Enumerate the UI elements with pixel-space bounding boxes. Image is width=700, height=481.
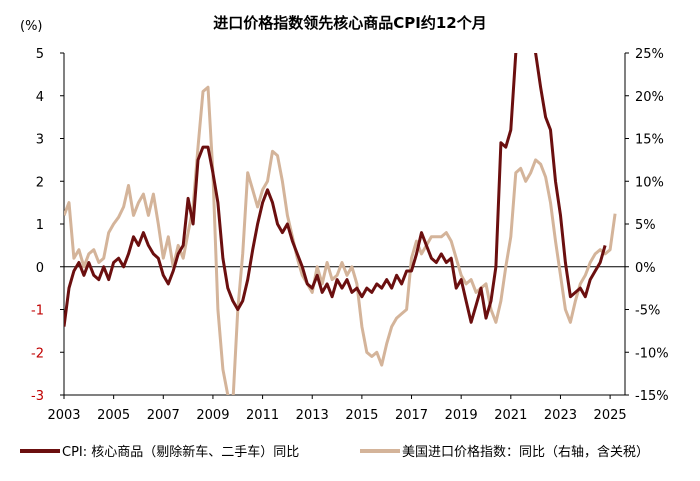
x-tick-label: 2015 <box>345 408 378 423</box>
x-tick-label: 2025 <box>594 408 627 423</box>
chart-title: 进口价格指数领先核心商品CPI约12个月 <box>213 14 486 32</box>
x-tick-label: 2017 <box>395 408 428 423</box>
y-right-tick-label: -5% <box>635 304 660 319</box>
x-tick-label: 2023 <box>544 408 577 423</box>
y-right-tick-label: 5% <box>635 218 656 233</box>
y-right-tick-label: 15% <box>635 133 664 148</box>
y-right-tick-label: 0% <box>635 261 656 276</box>
y-right-tick-label: 25% <box>635 47 664 62</box>
y-left-tick-label: 3 <box>36 133 44 148</box>
y-left-tick-label: 1 <box>36 218 44 233</box>
y-left-tick-label: -2 <box>31 346 44 361</box>
x-tick-label: 2009 <box>196 408 229 423</box>
legend-label: 美国进口价格指数：同比（右轴，含关税） <box>402 444 649 460</box>
series-line-import-price <box>64 85 617 395</box>
x-tick-label: 2021 <box>494 408 527 423</box>
y-left-tick-label: 2 <box>36 175 44 190</box>
y-right-tick-label: -15% <box>635 389 669 404</box>
legend-label: CPI: 核心商品（剔除新车、二手车）同比 <box>62 444 299 460</box>
x-tick-label: 2003 <box>47 408 80 423</box>
axes: 5 4 3 2 1 0 -1 -2 -3 25% 20% 15% 10% 5% 0% -5% -10% -15% 2… <box>31 47 669 423</box>
y-right-tick-label: 10% <box>635 175 664 190</box>
y-right-tick-label: -10% <box>635 346 669 361</box>
x-tick-label: 2007 <box>147 408 180 423</box>
y-left-tick-label: -1 <box>31 304 44 319</box>
y-right-tick-label: 20% <box>635 90 664 105</box>
y-left-tick-label: 4 <box>36 90 44 105</box>
y-left-tick-label: 5 <box>36 47 44 62</box>
series-layer <box>64 53 617 395</box>
x-tick-label: 2005 <box>97 408 130 423</box>
y-left-tick-label: -3 <box>31 389 44 404</box>
x-tick-label: 2019 <box>445 408 478 423</box>
legend: CPI: 核心商品（剔除新车、二手车）同比 美国进口价格指数：同比（右轴，含关税） <box>20 444 649 460</box>
x-tick-label: 2013 <box>296 408 329 423</box>
y-left-tick-label: 0 <box>36 261 44 276</box>
x-tick-label: 2011 <box>246 408 279 423</box>
y-left-unit: (%) <box>20 19 43 34</box>
series-line-core-cpi <box>64 53 607 327</box>
